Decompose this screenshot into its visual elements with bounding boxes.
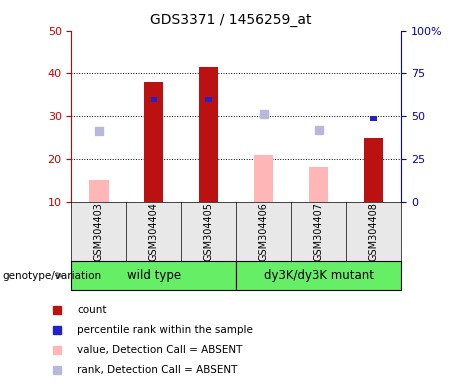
Bar <box>364 137 383 202</box>
Text: GSM304403: GSM304403 <box>94 202 104 261</box>
Text: GSM304405: GSM304405 <box>204 202 214 261</box>
Bar <box>309 167 328 202</box>
Text: GSM304406: GSM304406 <box>259 202 269 261</box>
Text: GSM304407: GSM304407 <box>313 202 324 261</box>
Text: count: count <box>77 305 107 314</box>
Text: GSM304408: GSM304408 <box>369 202 378 261</box>
Text: rank, Detection Call = ABSENT: rank, Detection Call = ABSENT <box>77 365 238 375</box>
Text: genotype/variation: genotype/variation <box>2 270 101 281</box>
Bar <box>370 116 377 121</box>
Bar <box>144 82 164 202</box>
Bar <box>236 261 401 290</box>
Bar <box>71 261 236 290</box>
Text: wild type: wild type <box>127 269 181 282</box>
Bar <box>254 155 273 202</box>
Text: percentile rank within the sample: percentile rank within the sample <box>77 325 254 335</box>
Bar <box>151 96 157 102</box>
Bar <box>206 96 212 102</box>
Text: GSM304404: GSM304404 <box>149 202 159 261</box>
Bar <box>89 180 108 202</box>
Text: dy3K/dy3K mutant: dy3K/dy3K mutant <box>264 269 374 282</box>
Text: value, Detection Call = ABSENT: value, Detection Call = ABSENT <box>77 345 243 355</box>
Bar <box>199 67 219 202</box>
Text: GDS3371 / 1456259_at: GDS3371 / 1456259_at <box>150 13 311 27</box>
